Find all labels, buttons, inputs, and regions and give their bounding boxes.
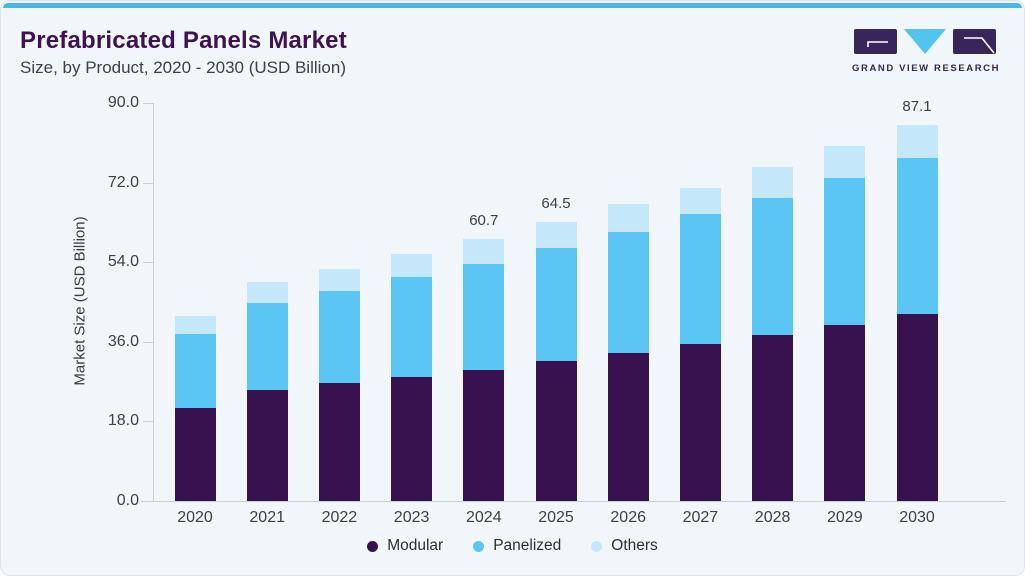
x-axis-label-2028: 2028 (754, 509, 791, 526)
legend-label-panelized: Panelized (493, 537, 562, 554)
bar-segment-2021-modular (246, 389, 288, 501)
bar-segment-2021-panelized (246, 302, 288, 390)
bar-segment-2020-panelized (174, 333, 216, 408)
bar-segment-2022-modular (318, 383, 360, 501)
bar-segment-2029-others (824, 145, 866, 178)
bar-segment-2027-modular (679, 344, 721, 501)
gvr-logo-icon (854, 29, 996, 54)
legend-dot-panelized (473, 540, 485, 552)
brand-name: GRAND VIEW RESEARCH (852, 63, 1001, 74)
legend-item-others: Others (591, 537, 658, 555)
bar-segment-2025-others (535, 222, 577, 248)
x-axis-label-2027: 2027 (682, 509, 719, 526)
bar-segment-2026-panelized (607, 231, 649, 353)
bar-segment-2028-others (752, 166, 794, 198)
bar-segment-2029-modular (824, 324, 866, 501)
bar-segment-2027-panelized (679, 214, 721, 345)
bar-segment-2026-modular (607, 352, 649, 501)
x-axis-label-2026: 2026 (610, 509, 646, 526)
bar-total-label-2025: 64.5 (541, 195, 571, 213)
x-axis-label-2025: 2025 (538, 509, 574, 526)
x-axis-label-2024: 2024 (466, 509, 502, 526)
bar-segment-2022-others (318, 269, 360, 292)
legend-label-others: Others (611, 537, 658, 554)
bar-segment-2021-others (246, 281, 288, 303)
bar-segment-2027-others (679, 187, 721, 215)
bar-segment-2023-panelized (391, 276, 433, 377)
x-axis-label-2029: 2029 (827, 509, 863, 526)
y-tick-label: 54.0 (107, 253, 139, 271)
bar-segment-2030-modular (896, 314, 938, 501)
bar-segment-2024-panelized (463, 263, 505, 371)
chart-legend: Modular Panelized Others (1, 537, 1024, 555)
y-tick-mark (143, 262, 153, 264)
bar-segment-2030-others (896, 124, 938, 158)
y-tick-label: 18.0 (107, 412, 139, 430)
accent-strip (3, 3, 1022, 8)
bar-segment-2025-panelized (535, 247, 577, 362)
y-axis-title: Market Size (USD Billion) (71, 216, 89, 386)
legend-dot-others (591, 540, 603, 552)
legend-item-modular: Modular (367, 537, 443, 555)
bar-segment-2028-panelized (752, 197, 794, 336)
x-axis-label-2020: 2020 (177, 509, 213, 526)
bar-segment-2024-modular (463, 370, 505, 501)
brand-logo: GRAND VIEW RESEARCH (852, 28, 1001, 74)
x-axis-label-2022: 2022 (321, 509, 358, 526)
page-title: Prefabricated Panels Market (20, 27, 347, 54)
bar-segment-2024-others (463, 238, 505, 264)
page-subtitle: Size, by Product, 2020 - 2030 (USD Billi… (20, 58, 346, 77)
y-tick-label: 0.0 (116, 492, 139, 509)
legend-label-modular: Modular (387, 537, 444, 554)
bar-segment-2020-modular (174, 407, 216, 501)
y-tick-mark (143, 182, 153, 184)
y-tick-mark (143, 341, 153, 343)
bar-total-label-2030: 87.1 (902, 97, 932, 115)
legend-item-panelized: Panelized (473, 537, 561, 555)
x-axis-label-2030: 2030 (899, 509, 935, 526)
x-axis-line (141, 501, 1006, 502)
x-axis-label-2023: 2023 (393, 509, 430, 526)
bar-segment-2028-modular (752, 335, 794, 501)
y-tick-label: 90.0 (107, 94, 139, 111)
bar-segment-2023-modular (391, 377, 433, 501)
y-tick-label: 36.0 (107, 332, 139, 350)
bar-segment-2026-others (607, 204, 649, 232)
bar-segment-2030-panelized (896, 157, 938, 315)
bar-segment-2022-panelized (318, 291, 360, 384)
y-tick-label: 72.0 (107, 173, 139, 191)
y-tick-mark (143, 103, 153, 104)
y-axis-line (153, 103, 154, 501)
bar-total-label-2024: 60.7 (469, 211, 499, 229)
bar-segment-2020-others (174, 316, 216, 334)
bar-segment-2023-others (391, 253, 433, 277)
x-axis-label-2021: 2021 (249, 509, 285, 526)
y-tick-mark (143, 421, 153, 423)
bar-segment-2025-modular (535, 361, 577, 501)
bar-segment-2029-panelized (824, 177, 866, 325)
legend-dot-modular (367, 540, 379, 552)
